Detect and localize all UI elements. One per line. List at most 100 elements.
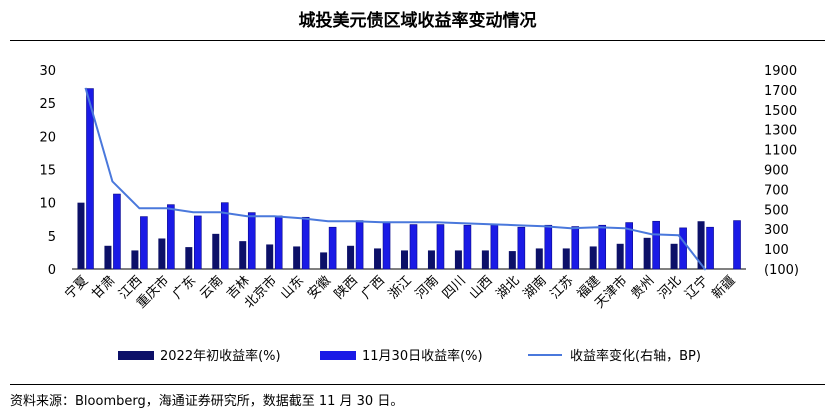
bar-2022-start	[401, 250, 408, 269]
x-axis-label: 辽宁	[682, 273, 712, 303]
left-axis-tick-label: 25	[39, 97, 56, 112]
bar-nov30	[382, 221, 391, 270]
bar-nov30	[598, 224, 607, 270]
bar-nov30	[571, 226, 580, 270]
x-axis-label: 浙江	[386, 273, 415, 302]
bar-nov30	[733, 220, 741, 270]
bar-2022-start	[427, 250, 435, 269]
line-yield-change	[84, 87, 707, 271]
bar-nov30	[625, 222, 633, 270]
bar-nov30	[490, 224, 499, 270]
chart-axes: 0 5 10 15 20 25 30 (100) 100 300 500 700 900 1100 1300…	[39, 64, 799, 278]
x-axis-label: 江苏	[547, 273, 577, 303]
bar-2022-start	[589, 246, 597, 269]
x-axis-label: 陕西	[332, 273, 361, 302]
right-axis-tick-label: (100)	[764, 263, 799, 278]
x-axis-label: 河南	[412, 273, 442, 303]
x-axis-labels: 宁夏甘肃江西重庆市广东云南吉林北京市山东安徽陕西广西浙江河南四川山西湖北湖南江苏…	[62, 273, 739, 312]
bar-2022-start	[185, 247, 193, 269]
bar-nov30	[86, 88, 94, 270]
title-rule	[10, 40, 825, 41]
source-note: 资料来源：Bloomberg，海通证券研究所，数据截至 11 月 30 日。	[10, 394, 404, 409]
left-axis-tick-label: 20	[39, 130, 56, 145]
left-axis-tick-label: 5	[48, 230, 56, 245]
x-axis-label: 广西	[359, 273, 388, 302]
bar-2022-start	[643, 237, 651, 269]
right-axis-tick-label: 1300	[764, 124, 797, 139]
bar-2022-start	[697, 221, 705, 269]
chart-line	[84, 87, 707, 271]
right-axis-tick-label: 1100	[764, 144, 797, 159]
x-axis-label: 新疆	[709, 273, 739, 303]
x-axis-label: 安徽	[305, 273, 334, 302]
bar-2022-start	[131, 250, 139, 269]
bar-2022-start	[481, 250, 489, 269]
right-axis-tick-label: 1700	[764, 84, 797, 99]
bar-nov30	[274, 215, 283, 270]
bar-nov30	[355, 220, 364, 270]
bar-2022-start	[77, 202, 85, 269]
bar-2022-start	[320, 252, 328, 269]
right-axis-tick-label: 500	[764, 203, 789, 218]
bar-nov30	[706, 226, 714, 270]
bar-nov30	[679, 227, 687, 270]
bar-nov30	[652, 220, 660, 270]
bar-2022-start	[347, 245, 355, 269]
x-axis-label: 广东	[170, 273, 199, 302]
legend-label-2022-start: 2022年初收益率(%)	[160, 348, 281, 364]
legend-swatch-2022-start	[118, 351, 154, 360]
x-axis-label: 山东	[278, 273, 307, 302]
bar-2022-start	[535, 248, 543, 269]
x-axis-label: 宁夏	[62, 273, 92, 303]
bar-2022-start	[508, 251, 516, 269]
right-axis-tick-label: 100	[764, 243, 789, 258]
legend-label-change: 收益率变化(右轴，BP)	[570, 348, 701, 364]
legend-label-nov30: 11月30日收益率(%)	[362, 348, 483, 364]
bar-nov30	[463, 224, 472, 270]
x-axis-label: 湖南	[520, 273, 550, 303]
right-axis-tick-label: 300	[764, 223, 789, 238]
bar-nov30	[247, 212, 256, 270]
x-axis-label: 山西	[467, 273, 496, 302]
bar-2022-start	[266, 244, 274, 269]
bar-nov30	[436, 224, 445, 270]
bar-nov30	[544, 224, 553, 270]
x-axis-label: 云南	[196, 273, 226, 303]
bar-2022-start	[158, 238, 166, 269]
x-axis-label: 湖北	[494, 273, 523, 302]
bar-2022-start	[562, 248, 570, 269]
left-axis-tick-label: 15	[39, 164, 56, 179]
left-axis-tick-label: 0	[48, 263, 56, 278]
bar-2022-start	[374, 248, 382, 269]
bar-2022-start	[104, 245, 112, 269]
right-axis-tick-label: 700	[764, 183, 789, 198]
bar-2022-start	[454, 250, 462, 269]
bar-nov30	[167, 204, 175, 270]
x-axis-label: 四川	[440, 273, 469, 302]
legend-swatch-nov30	[320, 351, 356, 360]
right-axis-tick-label: 1500	[764, 104, 797, 119]
x-axis-label: 河北	[655, 273, 684, 302]
right-axis-tick-label: 900	[764, 164, 789, 179]
bar-nov30	[194, 215, 202, 270]
bar-2022-start	[616, 243, 624, 269]
left-axis-tick-label: 10	[39, 197, 56, 212]
bar-nov30	[220, 202, 229, 270]
chart-canvas: 0 5 10 15 20 25 30 (100) 100 300 500 700 900 1100 1300…	[39, 64, 799, 364]
x-axis-label: 贵州	[628, 273, 657, 302]
bar-2022-start	[670, 243, 678, 269]
bar-2022-start	[293, 246, 301, 269]
chart-legend: 2022年初收益率(%) 11月30日收益率(%) 收益率变化(右轴，BP)	[118, 348, 701, 364]
bar-2022-start	[239, 241, 247, 269]
right-axis-tick-label: 1900	[764, 64, 797, 79]
bar-2022-start	[212, 233, 220, 269]
bar-nov30	[517, 226, 526, 270]
bar-nov30	[113, 193, 121, 270]
bar-nov30	[409, 224, 418, 270]
bar-nov30	[301, 216, 310, 270]
source-rule	[10, 384, 825, 385]
left-axis-tick-label: 30	[39, 64, 56, 79]
bar-nov30	[328, 226, 337, 270]
bar-nov30	[140, 216, 148, 270]
chart-title: 城投美元债区域收益率变动情况	[298, 11, 537, 31]
